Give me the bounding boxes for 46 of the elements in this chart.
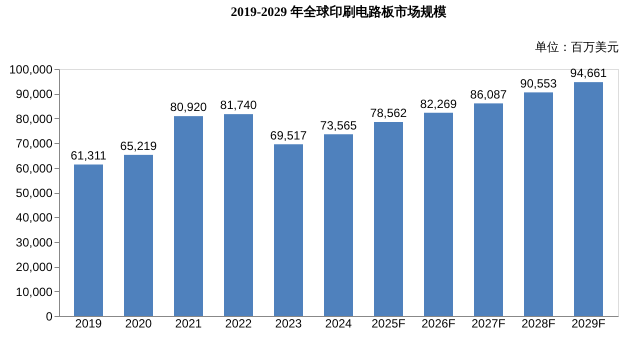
y-tick-label: 60,000 bbox=[16, 161, 53, 176]
y-tick-label: 100,000 bbox=[9, 62, 53, 76]
data-label: 61,311 bbox=[70, 148, 107, 163]
y-tick-label: 30,000 bbox=[16, 235, 53, 250]
y-tick-label: 40,000 bbox=[16, 210, 53, 225]
x-tick-label: 2021 bbox=[175, 316, 202, 330]
x-tick-label: 2019 bbox=[75, 316, 102, 330]
bar bbox=[74, 164, 103, 316]
x-tick-label: 2020 bbox=[125, 316, 152, 330]
data-label: 86,087 bbox=[470, 87, 508, 102]
x-tick-label: 2022 bbox=[225, 316, 252, 330]
y-tick-label: 20,000 bbox=[16, 260, 53, 274]
bar bbox=[224, 114, 253, 316]
bar bbox=[324, 134, 353, 316]
bar bbox=[274, 144, 303, 316]
bar bbox=[174, 116, 203, 316]
y-tick-label: 90,000 bbox=[16, 87, 53, 102]
x-tick-label: 2029F bbox=[571, 316, 606, 330]
bar bbox=[474, 103, 503, 316]
bar bbox=[124, 154, 153, 316]
data-label: 73,565 bbox=[320, 118, 358, 132]
data-label: 65,219 bbox=[120, 138, 158, 153]
x-tick-label: 2028F bbox=[521, 316, 556, 330]
data-label: 80,920 bbox=[170, 100, 208, 114]
y-tick-label: 50,000 bbox=[16, 186, 53, 200]
y-tick-label: 10,000 bbox=[16, 284, 53, 299]
data-label: 94,661 bbox=[570, 66, 608, 80]
data-label: 90,553 bbox=[520, 76, 558, 90]
bar bbox=[424, 112, 453, 316]
bar bbox=[374, 122, 403, 316]
data-label: 78,562 bbox=[370, 106, 408, 120]
text: 单位：百万美元 bbox=[535, 40, 619, 54]
bar bbox=[574, 82, 603, 316]
y-tick-label: 80,000 bbox=[16, 112, 53, 126]
y-tick-label: 70,000 bbox=[16, 136, 53, 151]
data-label: 82,269 bbox=[420, 96, 458, 111]
x-tick-label: 2023 bbox=[275, 316, 302, 330]
data-label: 81,740 bbox=[220, 98, 258, 112]
data-label: 69,517 bbox=[270, 128, 308, 142]
y-tick-label: 0 bbox=[46, 310, 53, 324]
bar bbox=[524, 92, 553, 316]
x-tick-label: 2026F bbox=[421, 316, 456, 330]
x-tick-label: 2024 bbox=[325, 316, 352, 330]
x-tick-label: 2025F bbox=[371, 316, 406, 330]
x-tick-label: 2027F bbox=[471, 316, 506, 330]
chart-title: 2019-2029 年全球印刷电路板市场规模 bbox=[230, 4, 446, 19]
